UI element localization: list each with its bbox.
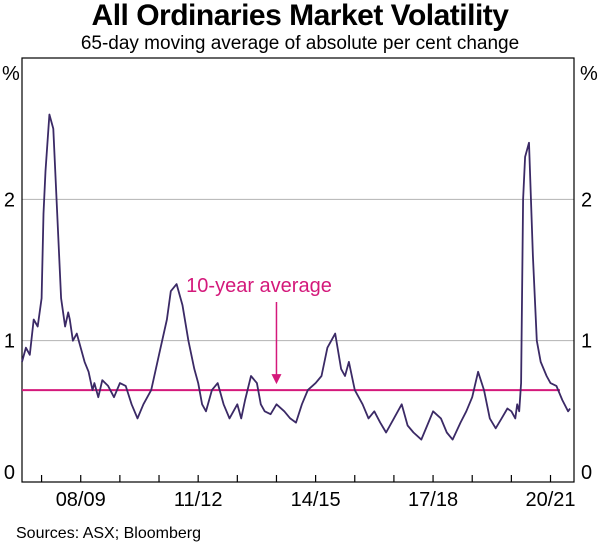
- arrow-head: [271, 374, 282, 385]
- x-tick-label-14-15: 14/15: [291, 489, 341, 511]
- y-tick-label-left-1: 1: [4, 331, 15, 353]
- x-tick-label-20-21: 20/21: [525, 489, 575, 511]
- x-tick-label-11-12: 11/12: [174, 489, 223, 511]
- ten-year-average-label: 10-year average: [186, 275, 332, 297]
- gridlines: [22, 198, 574, 342]
- axis-ticks: [40, 475, 552, 482]
- x-tick-label-17-18: 17/18: [408, 489, 458, 511]
- y-tick-label-right-1: 1: [581, 331, 592, 353]
- y-tick-label-right-0: 0: [581, 462, 592, 484]
- y-axis-label-left: %: [2, 63, 20, 85]
- ten-year-average-arrow: [271, 302, 282, 385]
- axis-tick-labels: 0 0 1 1 2 2 08/09 11/12 14/15 17/18 20/21: [4, 189, 592, 511]
- chart-title: All Ordinaries Market Volatility: [91, 0, 509, 32]
- volatility-series-line: [21, 113, 571, 441]
- plot-frame: [21, 57, 575, 483]
- x-tick-label-08-09: 08/09: [56, 489, 106, 511]
- y-tick-label-right-2: 2: [581, 189, 592, 211]
- chart-subtitle: 65-day moving average of absolute per ce…: [80, 33, 520, 54]
- y-axis-label-right: %: [580, 63, 598, 85]
- y-tick-label-left-0: 0: [4, 462, 15, 484]
- source-note: Sources: ASX; Bloomberg: [16, 525, 201, 542]
- y-tick-label-left-2: 2: [4, 189, 15, 211]
